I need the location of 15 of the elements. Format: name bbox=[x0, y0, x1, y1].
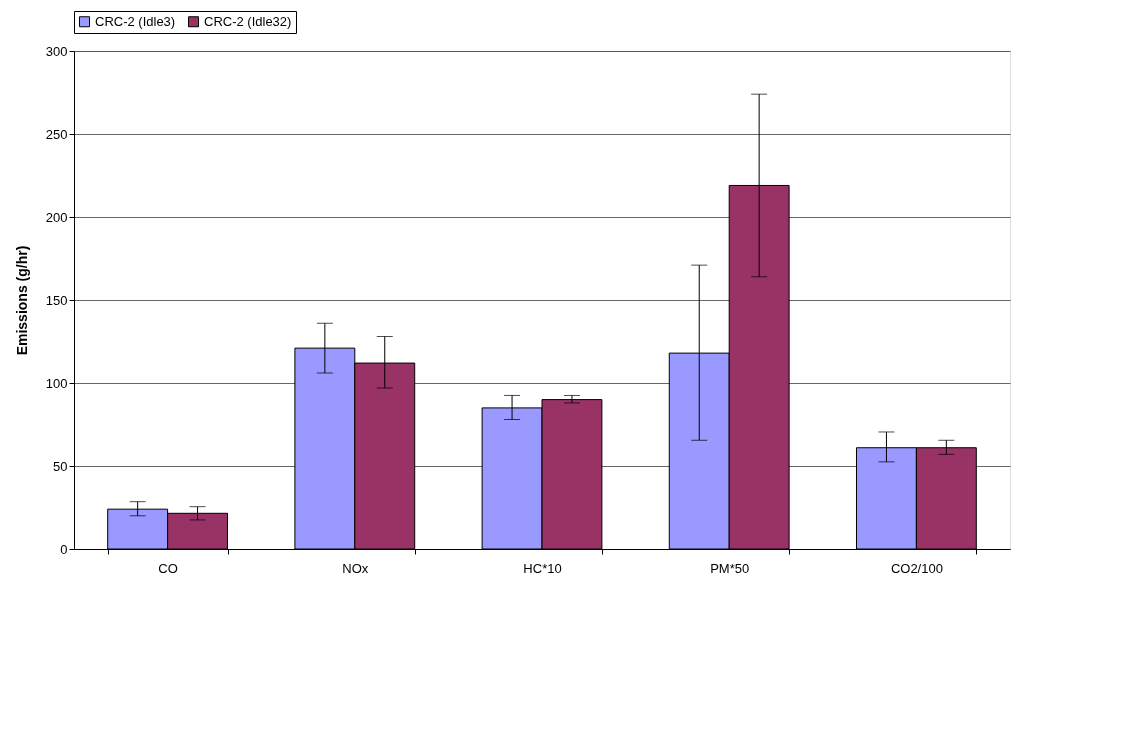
legend-label: CRC-2 (Idle32) bbox=[204, 13, 292, 29]
y-tick-label: 50 bbox=[53, 458, 68, 474]
y-tick-label: 0 bbox=[60, 541, 68, 557]
legend-label: CRC-2 (Idle3) bbox=[95, 13, 176, 29]
x-tick-label: CO bbox=[158, 560, 178, 576]
y-tick-label: 150 bbox=[45, 292, 68, 308]
y-tick-label: 250 bbox=[45, 126, 68, 142]
x-tick-label: PM*50 bbox=[710, 560, 750, 576]
x-tick-label: CO2/100 bbox=[890, 560, 943, 576]
y-tick-label: 100 bbox=[45, 375, 68, 391]
y-axis-title: Emissions (g/hr) bbox=[13, 245, 30, 356]
x-tick-label: NOx bbox=[342, 560, 369, 576]
y-tick-label: 200 bbox=[45, 209, 68, 225]
y-tick-label: 300 bbox=[45, 43, 68, 59]
x-tick-label: HC*10 bbox=[523, 560, 562, 576]
